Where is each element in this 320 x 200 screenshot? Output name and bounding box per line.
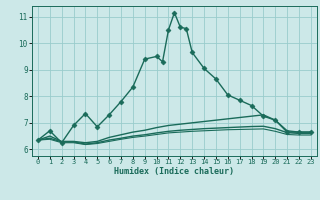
- X-axis label: Humidex (Indice chaleur): Humidex (Indice chaleur): [115, 167, 234, 176]
